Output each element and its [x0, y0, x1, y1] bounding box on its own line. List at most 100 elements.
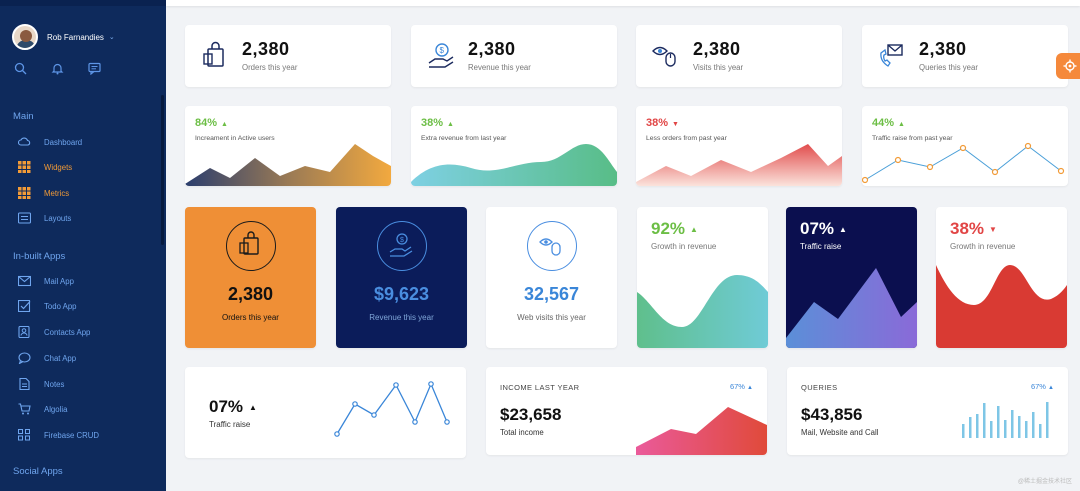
arrow-up-icon: ▲ — [447, 121, 454, 128]
user-profile[interactable]: Rob Farnandies ⌄ — [12, 24, 115, 50]
sidebar-item-layouts[interactable]: Layouts — [18, 212, 71, 224]
sidebar-item-widgets[interactable]: Widgets — [18, 161, 72, 173]
stat-value: 2,380 — [693, 39, 741, 59]
trend-label: Increament in Active users — [195, 135, 275, 142]
stat-label: Orders this year — [242, 63, 298, 72]
tile-value: 32,567 — [523, 284, 580, 304]
line-chart-traffic-raise — [334, 381, 450, 437]
bar-chart-queries — [962, 402, 1049, 438]
tile-value: $9,623 — [373, 284, 430, 304]
line-chart-traffic — [862, 142, 1065, 184]
svg-text:$: $ — [400, 237, 404, 244]
big-chart-growth-revenue: 92% ▲ Growth in revenue — [637, 207, 768, 348]
avatar[interactable] — [12, 24, 38, 50]
sidebar-item-label: Contacts App — [44, 327, 91, 337]
sidebar-item-firebase-crud[interactable]: Firebase CRUD — [18, 429, 99, 441]
section-social-apps: Social Apps — [13, 466, 63, 477]
sidebar-item-metrics[interactable]: Metrics — [18, 187, 69, 199]
mail-icon — [18, 275, 31, 287]
big-chart-label: Growth in revenue — [651, 242, 717, 251]
area-chart-less-orders — [636, 144, 842, 186]
income-percent: 67% ▲ — [729, 382, 753, 391]
settings-tab[interactable] — [1056, 53, 1080, 79]
tile-icon-circle: $ — [377, 221, 427, 271]
arrow-up-icon: ▲ — [898, 121, 905, 128]
arrow-up-icon: ▲ — [690, 225, 698, 235]
arrow-up-icon: ▲ — [839, 225, 847, 235]
area-chart-income — [636, 407, 767, 455]
tile-label: Web visits this year — [517, 313, 586, 322]
crud-icon — [18, 429, 31, 441]
trend-label: Extra revenue from last year — [421, 135, 507, 142]
chevron-down-icon[interactable]: ⌄ — [108, 34, 115, 41]
stat-card-revenue: $ 2,380 Revenue this year — [411, 25, 617, 87]
notes-icon — [18, 378, 31, 390]
section-main: Main — [13, 111, 34, 122]
sidebar-item-label: Chat App — [44, 353, 77, 363]
stat-label: Queries this year — [919, 63, 978, 72]
stat-value: 2,380 — [919, 39, 967, 59]
sidebar-scrollbar[interactable] — [161, 95, 164, 245]
shopping-bag-icon — [239, 231, 259, 255]
sidebar-item-label: Notes — [44, 379, 65, 389]
tile-value: 2,380 — [227, 284, 274, 304]
sidebar-item-label: Firebase CRUD — [44, 430, 100, 440]
big-chart-growth-revenue-down: 38% ▼ Growth in revenue — [936, 207, 1067, 348]
sidebar-item-todo[interactable]: Todo App — [18, 300, 77, 312]
trend-card-traffic: 44% ▲ Traffic raise from past year — [862, 106, 1068, 186]
trend-percent: 38% ▲ — [421, 117, 454, 129]
sidebar-topbar — [0, 0, 166, 6]
area-chart-traffic — [786, 268, 917, 348]
queries-value: $43,856 — [801, 405, 863, 424]
card-traffic-raise: 07% ▲ Traffic raise — [185, 367, 466, 458]
sidebar-item-label: Dashboard — [44, 137, 83, 147]
sidebar-item-label: Mail App — [44, 276, 74, 286]
trend-percent: 38% ▼ — [646, 117, 679, 129]
area-chart-extra-revenue — [411, 144, 617, 186]
card-income-last-year: INCOME LAST YEAR 67% ▲ $23,658 Total inc… — [486, 367, 767, 455]
grid-icon — [18, 161, 31, 173]
arrow-down-icon: ▼ — [989, 225, 997, 235]
trend-label: Traffic raise from past year — [872, 135, 953, 142]
sidebar-item-label: Widgets — [44, 162, 73, 172]
arrow-up-icon: ▲ — [1048, 385, 1054, 391]
income-label: Total income — [500, 428, 544, 437]
traffic-label: Traffic raise — [209, 420, 251, 429]
traffic-percent: 07% ▲ — [209, 397, 257, 416]
cart-icon — [18, 403, 31, 415]
svg-text:$: $ — [440, 46, 445, 55]
arrow-down-icon: ▼ — [672, 121, 679, 128]
sidebar-item-contacts[interactable]: Contacts App — [18, 326, 90, 338]
main-content: 2,380 Orders this year $ 2,380 Revenue t… — [166, 0, 1080, 491]
sidebar-item-mail[interactable]: Mail App — [18, 275, 74, 287]
tile-icon-circle — [527, 221, 577, 271]
arrow-up-icon: ▲ — [221, 121, 228, 128]
bell-icon[interactable] — [51, 62, 64, 75]
tile-icon-circle — [226, 221, 276, 271]
sidebar-item-label: Todo App — [44, 301, 77, 311]
area-chart-growth-revenue-down — [936, 265, 1067, 348]
big-chart-percent: 92% ▲ — [651, 219, 698, 238]
trend-label: Less orders from past year — [646, 135, 727, 142]
search-icon[interactable] — [14, 62, 27, 75]
stat-value: 2,380 — [468, 39, 516, 59]
chat-icon — [18, 352, 31, 364]
area-chart-growth-revenue — [637, 275, 768, 348]
sidebar-item-dashboard[interactable]: Dashboard — [18, 136, 82, 148]
tile-orders: 2,380 Orders this year — [185, 207, 316, 348]
sidebar-item-notes[interactable]: Notes — [18, 378, 64, 390]
layout-icon — [18, 212, 31, 224]
big-chart-percent: 07% ▲ — [800, 219, 847, 238]
gear-icon[interactable] — [1056, 53, 1080, 79]
trend-card-less-orders: 38% ▼ Less orders from past year — [636, 106, 842, 186]
stat-label: Revenue this year — [468, 63, 531, 72]
sidebar-item-chat[interactable]: Chat App — [18, 352, 76, 364]
sidebar-item-algolia[interactable]: Algolia — [18, 403, 67, 415]
trend-card-extra-revenue: 38% ▲ Extra revenue from last year — [411, 106, 617, 186]
message-icon[interactable] — [88, 62, 101, 75]
money-hand-icon: $ — [427, 41, 455, 69]
eye-mouse-icon — [652, 41, 680, 69]
user-name[interactable]: Rob Farnandies — [47, 32, 104, 42]
tile-web-visits: 32,567 Web visits this year — [486, 207, 617, 348]
cloud-icon — [18, 136, 31, 148]
